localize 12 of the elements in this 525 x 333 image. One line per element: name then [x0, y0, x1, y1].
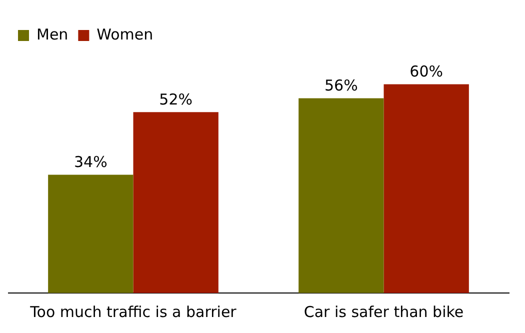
x-tick-label: Car is safer than bike: [304, 302, 464, 321]
data-label: 60%: [410, 62, 444, 81]
legend-label: Men: [36, 25, 68, 44]
bar: [298, 98, 384, 293]
bar: [133, 112, 218, 293]
data-label: 52%: [159, 90, 193, 109]
x-tick-label: Too much traffic is a barrier: [29, 302, 238, 321]
data-label: 56%: [324, 76, 358, 95]
bar: [48, 174, 134, 293]
legend-label: Women: [96, 25, 154, 44]
bar: [384, 84, 469, 293]
data-label: 34%: [74, 153, 108, 172]
